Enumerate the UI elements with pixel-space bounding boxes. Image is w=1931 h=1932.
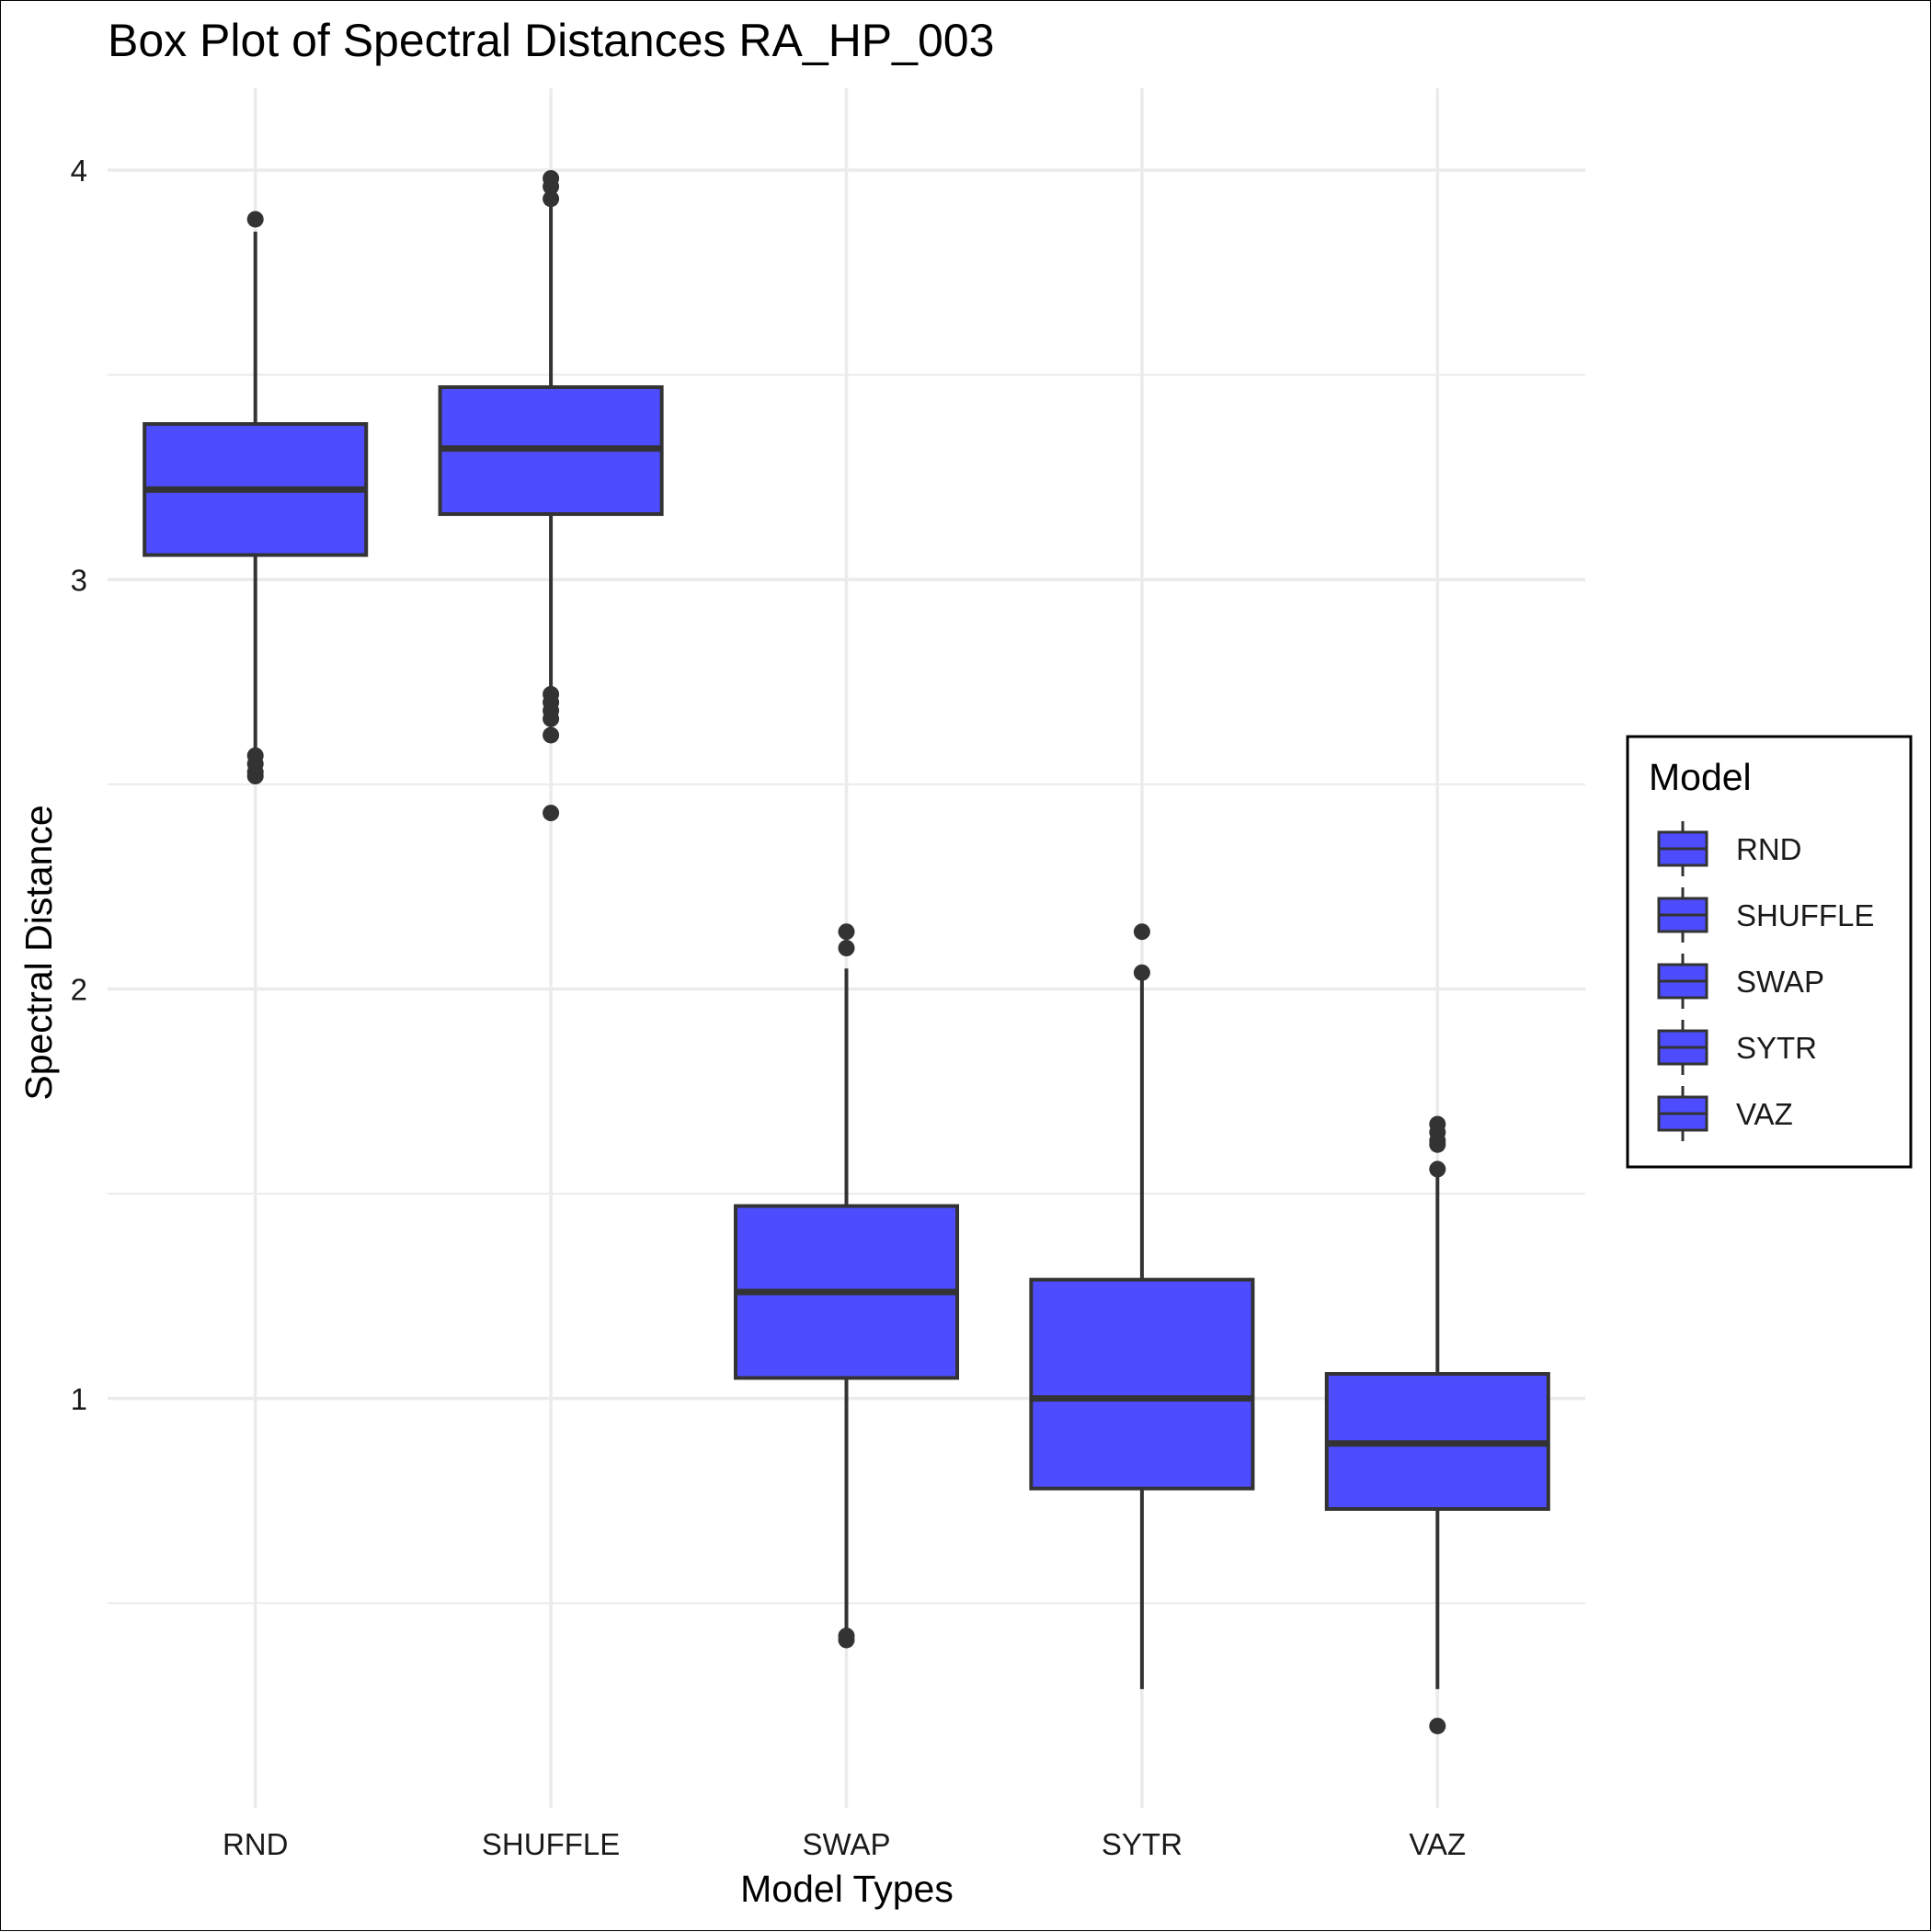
legend-label: VAZ [1736, 1097, 1793, 1131]
outlier-point [838, 923, 855, 941]
outlier-point [543, 177, 560, 195]
y-tick-label: 1 [71, 1382, 87, 1416]
y-tick-label: 4 [71, 154, 87, 188]
outlier-point [1429, 1160, 1446, 1178]
legend-entries: RND SHUFFLE SWAP SYTR VAZ [1657, 821, 1874, 1141]
x-tick-label: VAZ [1409, 1827, 1466, 1861]
chart-title: Box Plot of Spectral Distances RA_HP_003 [108, 15, 994, 66]
box-shuffle [438, 169, 664, 822]
outlier-point [543, 805, 560, 822]
box-sytr [1029, 923, 1255, 1689]
outlier-point [838, 1631, 855, 1649]
x-tick-label: RND [223, 1827, 289, 1861]
legend-entry-shuffle: SHUFFLE [1657, 887, 1874, 943]
outlier-point [1133, 923, 1150, 941]
box-rnd [143, 211, 369, 784]
legend-label: SYTR [1736, 1031, 1817, 1065]
y-tick-label: 3 [71, 563, 87, 597]
box-swap [733, 923, 960, 1649]
outlier-point [1429, 1136, 1446, 1153]
x-tick-label: SWAP [803, 1827, 891, 1861]
legend-entry-vaz: VAZ [1657, 1086, 1793, 1141]
legend-title: Model [1649, 756, 1752, 798]
legend-entry-sytr: SYTR [1657, 1020, 1817, 1075]
box-iqr [1029, 1277, 1255, 1491]
outlier-point [838, 940, 855, 956]
x-tick-label: SHUFFLE [482, 1827, 620, 1861]
outlier-point [1133, 964, 1150, 981]
outlier-point [246, 211, 264, 228]
outlier-point [1429, 1717, 1446, 1734]
legend-label: SHUFFLE [1736, 898, 1874, 932]
outlier-point [543, 710, 560, 727]
boxes [143, 169, 1550, 1734]
box-vaz [1324, 1115, 1550, 1734]
legend-label: RND [1736, 832, 1802, 866]
legend-box [1626, 735, 1913, 1169]
outlier-point [543, 190, 560, 208]
x-tick-label: SYTR [1102, 1827, 1183, 1861]
legend-label: SWAP [1736, 965, 1824, 999]
x-axis-title: Model Types [740, 1868, 954, 1910]
outlier-point [246, 768, 264, 784]
y-tick-label: 2 [71, 973, 87, 1007]
legend-entry-swap: SWAP [1657, 954, 1824, 1009]
y-axis-title: Spectral Distance [17, 805, 60, 1100]
ticks: 1 2 3 4 RND SHUFFLE SWAP SYTR VAZ [71, 154, 1467, 1861]
legend: Model RND SHUFFLE SWAP SYTR VAZ [1626, 735, 1913, 1169]
legend-entry-rnd: RND [1657, 821, 1802, 876]
outlier-point [543, 726, 560, 744]
